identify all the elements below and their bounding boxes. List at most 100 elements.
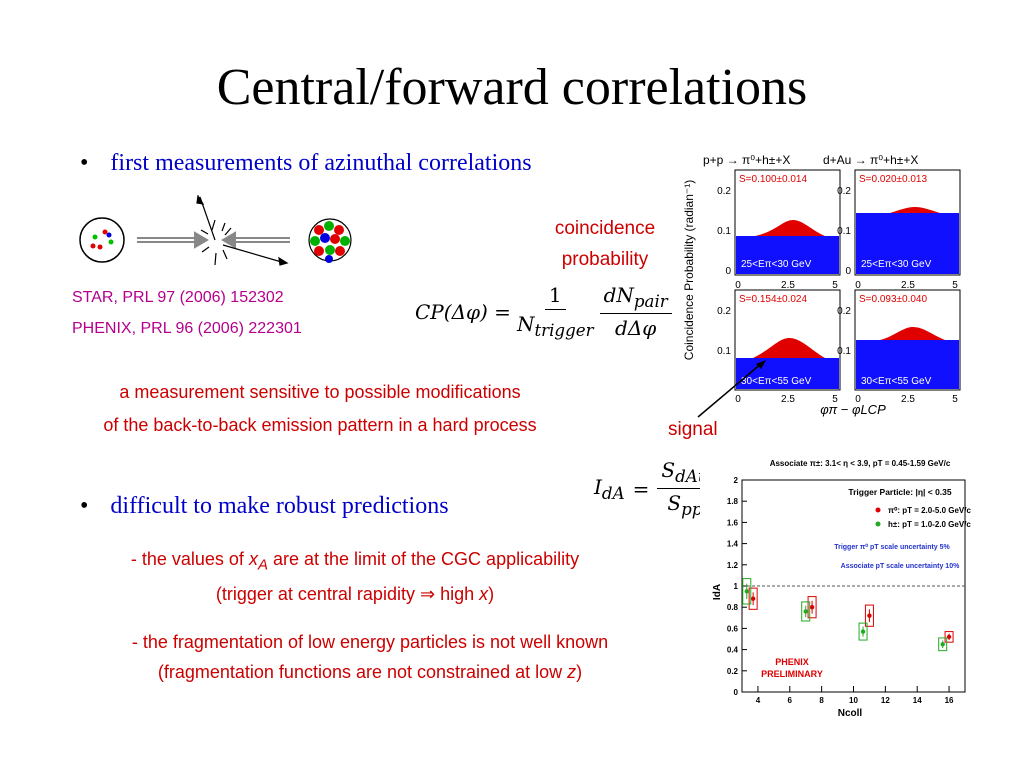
x-tick-label: 8 [819,696,824,705]
star-s-label: S=0.093±0.040 [859,294,927,305]
cp-fraction-2: dNpair dΔφ [599,283,672,340]
data-point [940,642,945,647]
y-tick-label: 1.4 [727,540,739,549]
star-xlabel: φπ − φLCP [820,402,886,417]
cp-den1-sub: trigger [534,321,594,340]
data-point [809,605,815,610]
systematic-box [807,596,817,619]
star-xtick: 5 [832,394,838,405]
star-e-label: 25<Eπ<30 GeV [861,259,932,270]
data-point [744,589,749,594]
implies-arrow-icon: ⇒ [419,583,436,604]
systematic-box [944,631,954,643]
x-tick-label: 4 [756,696,761,705]
star-ylabel: Coincidence Probability (radian⁻¹) [682,180,696,360]
legend-marker-h [875,521,881,527]
y-tick-label: 0.4 [727,646,739,655]
y-tick-label: 2 [734,476,739,485]
phenix-watermark-1: PHENIX [775,657,809,667]
data-point [803,609,808,614]
star-header-pp: p+p → π⁰+h±+X [703,153,790,167]
collision-diagram [79,195,352,266]
cgc-1var: x [248,549,258,569]
star-ytick: 0.1 [717,346,731,357]
cp-den2: dΔφ [615,316,657,340]
slide-title: Central/forward correlations [216,59,808,116]
y-tick-label: 0 [734,688,739,697]
systematic-box [938,637,948,652]
sensitive-line-2: of the back-to-back emission pattern in … [103,415,537,435]
data-point [946,634,952,640]
ida-chart: Associate π±: 3.1< η < 3.9, pT = 0.45-1.… [700,452,990,727]
reference-star: STAR, PRL 97 (2006) 152302 [72,289,284,306]
star-xtick: 5 [952,394,958,405]
star-xtick: 0 [855,280,861,291]
chart-xlabel: Ncoll [838,708,863,719]
parton-dot [92,234,98,240]
star-header-dau: d+Au → π⁰+h±+X [823,153,918,167]
bullet-2-text: difficult to make robust predictions [110,493,449,519]
chart-title: Associate π±: 3.1< η < 3.9, pT = 0.45-1.… [770,459,951,468]
star-s-label: S=0.154±0.024 [739,294,807,305]
parton-dot [106,232,112,238]
bullet-1-text: first measurements of azinuthal correlat… [110,150,532,176]
data-point [860,629,866,634]
legend-series-h: h±: pT = 1.0-2.0 GeV/c [888,520,971,529]
star-panel-dau-high: S=0.093±0.040 30<Eπ<55 GeV [854,289,961,391]
y-tick-label: 0.8 [727,603,739,612]
star-ytick: 0.2 [837,306,851,317]
star-xtick: 2.5 [781,280,795,291]
legend-marker-pi0 [875,507,881,513]
chart-ylabel: IdA [712,584,723,600]
data-point [750,596,756,601]
cp-num2-sub: pair [633,292,668,311]
star-xtick: 2.5 [901,394,915,405]
signal-label: signal [668,419,718,440]
cgc-text: - the values of xA are at the limit of t… [30,545,680,609]
star-ytick: 0 [845,266,851,277]
cgc-2a: (trigger at central rapidity [215,583,420,604]
sensitive-line-1: a measurement sensitive to possible modi… [119,382,521,402]
cp-num2: dN [603,283,634,307]
x-tick-label: 12 [881,696,890,705]
y-tick-label: 1.2 [727,561,739,570]
star-panel-dau-low: S=0.020±0.013 25<Eπ<30 GeV [854,169,961,276]
star-ytick: 0.2 [837,186,851,197]
star-panel-pp-low: S=0.100±0.014 25<Eπ<30 GeV [734,169,841,276]
cgc-2b: high [435,583,480,604]
cp-num1: 1 [544,283,566,310]
systematic-box [864,604,874,627]
fragmentation-text: - the fragmentation of low energy partic… [30,627,710,687]
coincidence-line-2: probability [561,249,649,270]
star-xtick: 5 [832,280,838,291]
y-tick-label: 1.6 [727,518,739,527]
y-tick-label: 1 [734,582,739,591]
star-ytick: 0.1 [837,346,851,357]
cgc-1b: are at the limit of the CGC applicabilit… [267,549,580,569]
star-xtick: 2.5 [901,280,915,291]
y-tick-label: 0.2 [727,667,739,676]
systematic-box [742,578,752,605]
star-e-label: 30<Eπ<55 GeV [861,376,932,387]
ida-lhs-sub: dA [601,483,625,503]
coincidence-line-1: coincidence [554,218,656,239]
proton-circle [79,217,125,263]
legend-header: Trigger Particle: |η| < 0.35 [848,487,952,497]
x-tick-label: 14 [913,696,922,705]
cgc-line-2: (trigger at central rapidity ⇒ high x) [30,580,680,609]
cgc-2var: x [479,583,489,604]
bullet-difficult-predictions: • difficult to make robust predictions [80,493,449,520]
star-ytick: 0.2 [717,186,731,197]
cp-den1: N [516,312,535,336]
star-ytick: 0 [725,266,731,277]
ida-den-sub: pp [681,500,703,519]
x-tick-label: 16 [945,696,954,705]
coincidence-label: coincidence probability [530,213,680,275]
parton-dot [90,243,96,249]
cgc-1sub: A [257,556,268,574]
y-tick-label: 1.8 [727,497,739,506]
x-tick-label: 10 [849,696,858,705]
star-e-label: 25<Eπ<30 GeV [741,259,812,270]
cgc-line-1: - the values of xA are at the limit of t… [30,545,680,580]
bullet-dot: • [80,150,89,176]
